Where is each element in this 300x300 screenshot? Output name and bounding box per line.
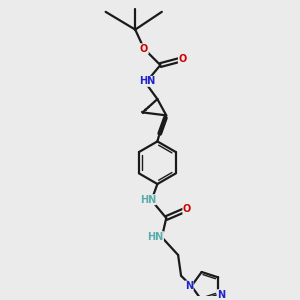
- Text: HN: HN: [139, 76, 155, 86]
- Text: O: O: [183, 204, 191, 214]
- Text: O: O: [178, 54, 187, 64]
- Text: HN: HN: [147, 232, 164, 242]
- Text: O: O: [140, 44, 148, 54]
- Text: N: N: [217, 290, 225, 300]
- Text: HN: HN: [140, 195, 156, 205]
- Text: N: N: [185, 281, 193, 291]
